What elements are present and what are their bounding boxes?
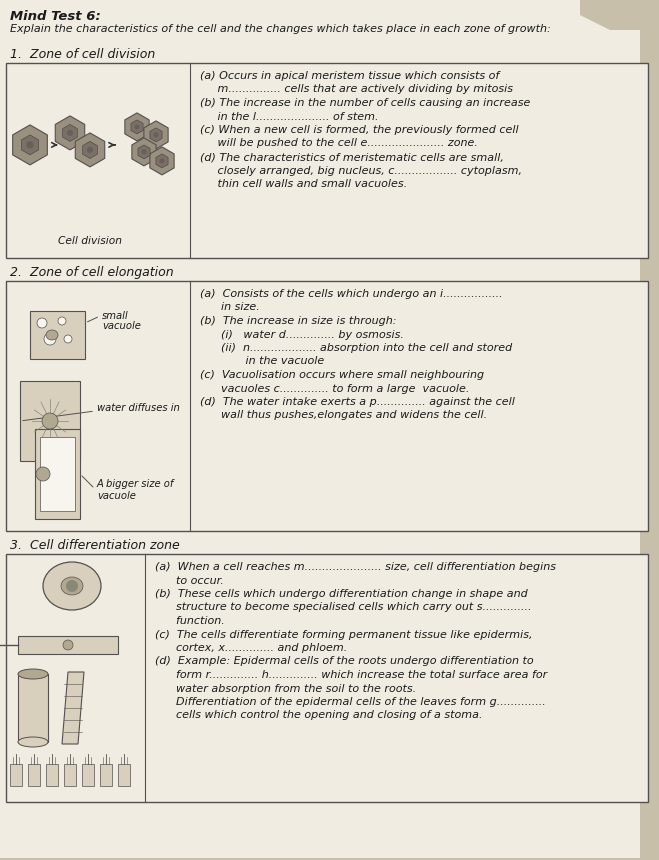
Text: (d)  Example: Epidermal cells of the roots undergo differentiation to: (d) Example: Epidermal cells of the root…	[155, 656, 534, 667]
FancyBboxPatch shape	[18, 674, 48, 742]
Polygon shape	[131, 120, 143, 134]
FancyBboxPatch shape	[30, 311, 85, 359]
Circle shape	[44, 333, 56, 345]
Text: in the l..................... of stem.: in the l..................... of stem.	[200, 112, 378, 121]
Polygon shape	[580, 0, 648, 30]
Polygon shape	[63, 125, 77, 141]
FancyBboxPatch shape	[35, 429, 80, 519]
Polygon shape	[125, 113, 149, 141]
Text: m............... cells that are actively dividing by mitosis: m............... cells that are actively…	[200, 84, 513, 95]
Text: (d)  The water intake exerts a p.............. against the cell: (d) The water intake exerts a p.........…	[200, 397, 515, 407]
Circle shape	[63, 640, 73, 650]
Circle shape	[159, 158, 165, 163]
Text: (c) When a new cell is formed, the previously formed cell: (c) When a new cell is formed, the previ…	[200, 125, 519, 135]
Text: cortex, x.............. and phloem.: cortex, x.............. and phloem.	[155, 643, 347, 653]
Text: form r.............. h.............. which increase the total surface area for: form r.............. h.............. whi…	[155, 670, 547, 680]
Text: A bigger size of: A bigger size of	[97, 479, 175, 489]
Text: (c)  Vacuolisation occurs where small neighbouring: (c) Vacuolisation occurs where small nei…	[200, 370, 484, 380]
FancyBboxPatch shape	[20, 381, 80, 461]
Text: wall thus pushes,elongates and widens the cell.: wall thus pushes,elongates and widens th…	[200, 410, 487, 421]
Circle shape	[36, 467, 50, 481]
Circle shape	[42, 413, 58, 429]
Text: Cell division: Cell division	[58, 236, 122, 246]
Polygon shape	[82, 141, 98, 158]
Text: (ii)  n................... absorption into the cell and stored: (ii) n................... absorption int…	[200, 343, 512, 353]
Text: (i)   water d.............. by osmosis.: (i) water d.............. by osmosis.	[200, 329, 404, 340]
Text: (d) The characteristics of meristematic cells are small,: (d) The characteristics of meristematic …	[200, 152, 504, 162]
Polygon shape	[144, 121, 168, 149]
Text: (b)  These cells which undergo differentiation change in shape and: (b) These cells which undergo differenti…	[155, 589, 528, 599]
FancyBboxPatch shape	[6, 63, 648, 258]
Circle shape	[154, 132, 159, 138]
Text: (c)  The cells differentiate forming permanent tissue like epidermis,: (c) The cells differentiate forming perm…	[155, 630, 532, 640]
Text: Explain the characteristics of the cell and the changes which takes place in eac: Explain the characteristics of the cell …	[10, 24, 551, 34]
FancyBboxPatch shape	[118, 764, 130, 786]
FancyBboxPatch shape	[6, 554, 648, 802]
Circle shape	[142, 150, 146, 155]
Circle shape	[58, 317, 66, 325]
Text: 3.  Cell differentiation zone: 3. Cell differentiation zone	[10, 539, 180, 552]
Text: small: small	[102, 311, 129, 321]
Text: water absorption from the soil to the roots.: water absorption from the soil to the ro…	[155, 684, 416, 693]
Text: vacuole: vacuole	[102, 321, 141, 331]
Text: cells which control the opening and closing of a stoma.: cells which control the opening and clos…	[155, 710, 482, 721]
Text: vacuole: vacuole	[97, 491, 136, 501]
Text: function.: function.	[155, 616, 225, 626]
FancyBboxPatch shape	[6, 281, 648, 531]
Text: (b)  The increase in size is through:: (b) The increase in size is through:	[200, 316, 397, 326]
Circle shape	[64, 335, 72, 343]
Text: structure to become specialised cells which carry out s..............: structure to become specialised cells wh…	[155, 603, 532, 612]
Circle shape	[66, 580, 78, 592]
Text: (a)  When a cell reaches m...................... size, cell differentiation begi: (a) When a cell reaches m...............…	[155, 562, 556, 572]
Polygon shape	[75, 133, 105, 167]
Text: closely arranged, big nucleus, c.................. cytoplasm,: closely arranged, big nucleus, c........…	[200, 165, 522, 175]
Text: thin cell walls and small vacuoles.: thin cell walls and small vacuoles.	[200, 179, 407, 189]
Circle shape	[87, 147, 93, 153]
FancyBboxPatch shape	[10, 764, 22, 786]
Circle shape	[26, 141, 34, 149]
Text: Differentiation of the epidermal cells of the leaves form g..............: Differentiation of the epidermal cells o…	[155, 697, 546, 707]
Text: will be pushed to the cell e...................... zone.: will be pushed to the cell e............…	[200, 138, 478, 149]
Ellipse shape	[18, 737, 48, 747]
Circle shape	[37, 318, 47, 328]
Polygon shape	[21, 135, 39, 155]
Text: vacuoles c.............. to form a large  vacuole.: vacuoles c.............. to form a large…	[200, 384, 469, 394]
Polygon shape	[156, 154, 168, 168]
Text: 2.  Zone of cell elongation: 2. Zone of cell elongation	[10, 266, 173, 279]
Polygon shape	[132, 138, 156, 166]
FancyBboxPatch shape	[64, 764, 76, 786]
Text: (b) The increase in the number of cells causing an increase: (b) The increase in the number of cells …	[200, 98, 530, 108]
FancyBboxPatch shape	[82, 764, 94, 786]
Polygon shape	[13, 125, 47, 165]
Ellipse shape	[46, 330, 58, 340]
Text: (a) Occurs in apical meristem tissue which consists of: (a) Occurs in apical meristem tissue whi…	[200, 71, 500, 81]
Polygon shape	[138, 144, 150, 159]
Ellipse shape	[18, 669, 48, 679]
FancyBboxPatch shape	[18, 636, 118, 654]
Text: to occur.: to occur.	[155, 575, 224, 586]
Circle shape	[67, 130, 73, 136]
Text: water diffuses in: water diffuses in	[97, 403, 180, 413]
Text: in size.: in size.	[200, 303, 260, 312]
Polygon shape	[150, 128, 162, 142]
Text: 1.  Zone of cell division: 1. Zone of cell division	[10, 48, 156, 61]
FancyBboxPatch shape	[40, 437, 75, 511]
FancyBboxPatch shape	[28, 764, 40, 786]
Text: in the vacuole: in the vacuole	[200, 357, 324, 366]
Circle shape	[134, 125, 140, 129]
FancyBboxPatch shape	[46, 764, 58, 786]
Text: Mind Test 6:: Mind Test 6:	[10, 10, 101, 23]
Polygon shape	[62, 672, 84, 744]
FancyBboxPatch shape	[0, 0, 640, 858]
Ellipse shape	[43, 562, 101, 610]
Polygon shape	[150, 147, 174, 175]
FancyBboxPatch shape	[100, 764, 112, 786]
Text: (a)  Consists of the cells which undergo an i.................: (a) Consists of the cells which undergo …	[200, 289, 503, 299]
Polygon shape	[55, 116, 85, 150]
Ellipse shape	[61, 577, 83, 595]
